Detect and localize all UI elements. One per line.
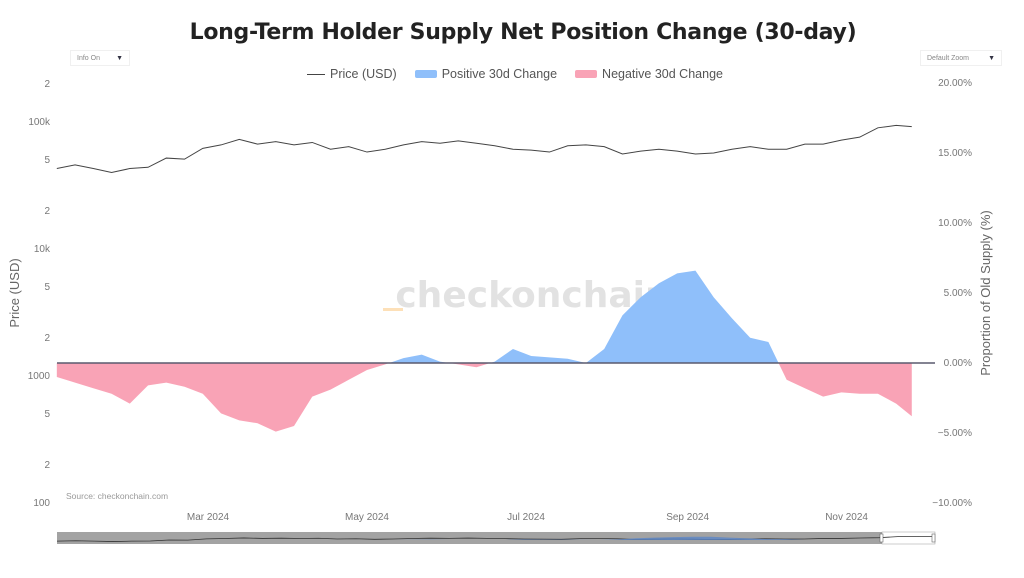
y-right-tick-label: 15.00% (938, 148, 972, 159)
navigator-handle-left[interactable] (879, 533, 884, 543)
y-left-tick-label: 10k (34, 244, 51, 255)
x-tick-label: Jul 2024 (507, 512, 545, 523)
y-right-tick-label: 5.00% (944, 288, 972, 299)
y-left-label: Price (USD) (7, 258, 22, 327)
source-label: Source: checkonchain.com (66, 491, 168, 501)
watermark: checkonchain (395, 275, 670, 316)
y-left-tick-label: 2 (44, 206, 50, 217)
navigator-window[interactable] (881, 531, 936, 545)
legend-label: Price (USD) (330, 67, 397, 81)
navigator[interactable] (56, 531, 936, 545)
y-left-tick-label: 100k (28, 117, 51, 128)
y-left-tick-label: 1000 (28, 371, 51, 382)
info-dropdown[interactable]: Info On ▼ (70, 50, 130, 66)
y-left-tick-label: 5 (44, 155, 50, 166)
y-left-tick-label: 5 (44, 409, 50, 420)
x-tick-label: Mar 2024 (187, 512, 230, 523)
triangle-down-icon: ▼ (116, 54, 123, 62)
pink-swatch-icon (575, 70, 598, 78)
negative-change-area (56, 363, 912, 432)
zoom-dropdown[interactable]: Default Zoom ▼ (920, 50, 1002, 66)
y-right-tick-label: −5.00% (938, 428, 972, 439)
price-line (56, 124, 912, 174)
y-left-tick-label: 100 (33, 498, 50, 509)
legend-item-price[interactable]: Price (USD) (307, 67, 397, 81)
legend-label: Negative 30d Change (602, 67, 723, 81)
legend-label: Positive 30d Change (441, 67, 558, 81)
positive-change-area (56, 270, 912, 363)
line-swatch-icon (307, 73, 326, 75)
y-left-tick-label: 2 (44, 79, 50, 90)
x-tick-label: Nov 2024 (825, 512, 868, 523)
info-dropdown-label: Info On (77, 54, 100, 62)
legend-item-negative[interactable]: Negative 30d Change (575, 67, 723, 81)
triangle-down-icon: ▼ (988, 54, 995, 62)
legend-item-positive[interactable]: Positive 30d Change (414, 67, 558, 81)
navigator-price-line (56, 535, 936, 542)
navigator-handle-right[interactable] (931, 533, 936, 543)
x-tick-label: Sep 2024 (666, 512, 709, 523)
watermark-underscore (383, 308, 403, 311)
x-tick-label: May 2024 (345, 512, 389, 523)
zoom-dropdown-label: Default Zoom (927, 54, 970, 62)
blue-swatch-icon (414, 70, 437, 78)
y-right-tick-label: 10.00% (938, 218, 972, 229)
y-right-label: Proportion of Old Supply (%) (978, 210, 993, 375)
y-left-tick-label: 5 (44, 282, 50, 293)
chart-title: Long-Term Holder Supply Net Position Cha… (189, 20, 857, 45)
y-left-tick-label: 2 (44, 333, 50, 344)
y-right-tick-label: −10.00% (932, 498, 972, 509)
y-right-tick-label: 20.00% (938, 78, 972, 89)
y-left-tick-label: 2 (44, 460, 50, 471)
y-right-tick-label: 0.00% (944, 358, 972, 369)
navigator-area (57, 536, 935, 540)
legend: Price (USD) Positive 30d Change Negative… (0, 67, 1024, 81)
